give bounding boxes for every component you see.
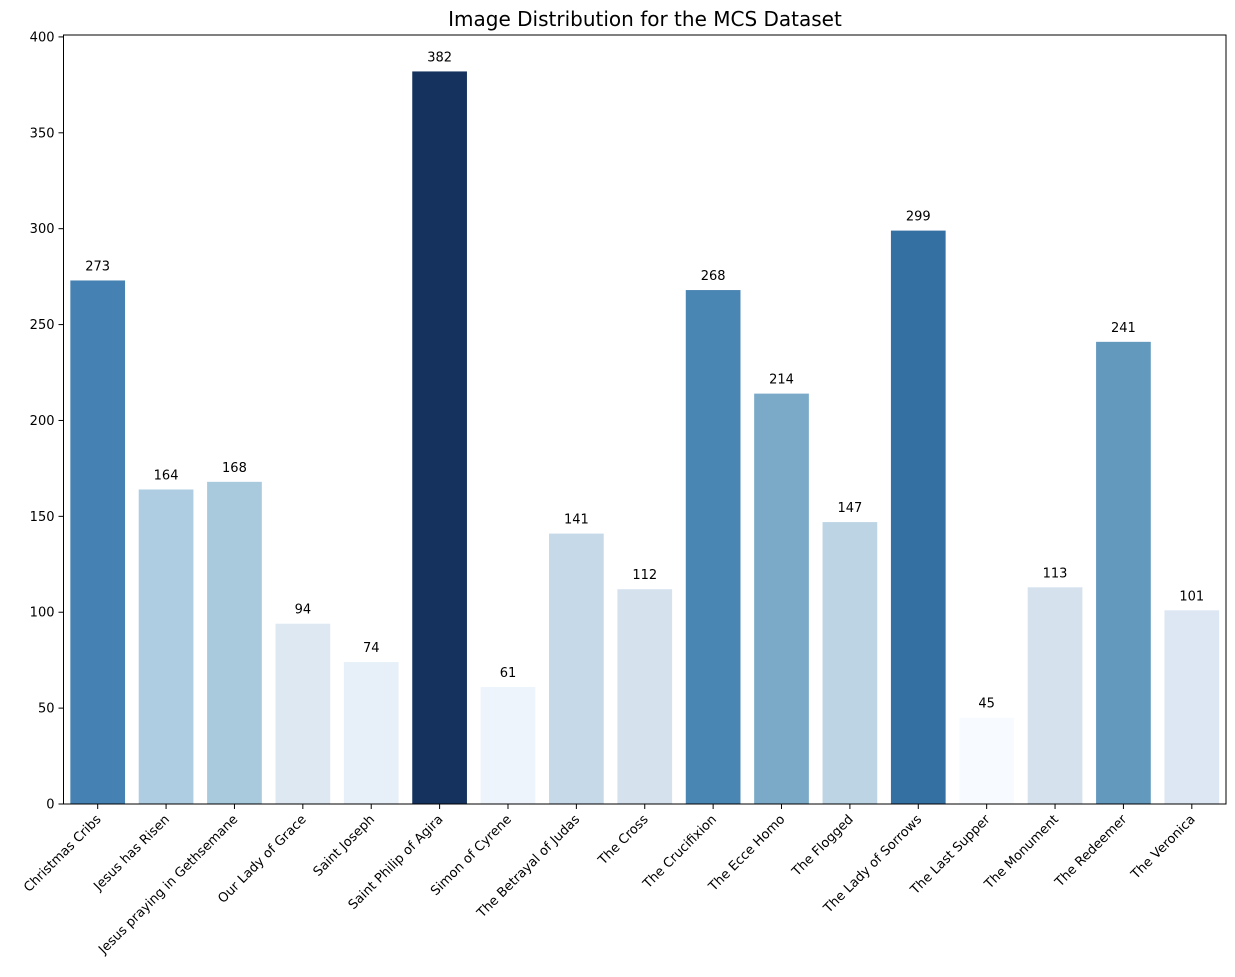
bar (412, 71, 467, 805)
bars-group (70, 71, 1220, 805)
bar-value-label: 113 (1043, 566, 1068, 581)
y-tick-label: 250 (30, 318, 55, 333)
y-tick-label: 400 (30, 30, 55, 45)
bar-value-label: 241 (1111, 321, 1136, 336)
y-tick-label: 50 (38, 702, 55, 717)
bar (1027, 587, 1083, 804)
y-tick-label: 150 (30, 510, 55, 525)
bar (617, 589, 673, 804)
x-tick-label: The Flogged (789, 812, 857, 880)
bar-value-label: 147 (837, 501, 862, 516)
x-tick-label: The Crucifixion (640, 812, 720, 892)
y-axis: 0 50 100 150 200 250 300 350 400 (30, 30, 64, 813)
bar (1096, 341, 1151, 804)
bar (343, 662, 399, 804)
bar-value-label: 214 (769, 373, 794, 388)
bar (549, 533, 604, 804)
bar-value-label: 94 (295, 603, 312, 618)
bar-value-label: 382 (427, 50, 452, 65)
bar-value-label: 101 (1179, 589, 1204, 604)
plot-frame (63, 34, 1227, 805)
y-tick-label: 350 (30, 126, 55, 141)
bar (1164, 610, 1220, 804)
x-tick-label: Jesus praying in Gethsemane (95, 812, 241, 958)
y-tick-label: 100 (30, 606, 55, 621)
bar (754, 393, 809, 804)
bar (275, 623, 331, 804)
bar (138, 489, 194, 804)
y-tick-label: 200 (30, 414, 55, 429)
chart-title: Image Distribution for the MCS Dataset (448, 7, 842, 31)
data-labels-group: 273 164 168 94 74 382 61 141 112 268 214 147 299 45 11… (85, 50, 1204, 711)
bar-value-label: 273 (85, 259, 110, 274)
bar (959, 717, 1015, 804)
bar-value-label: 299 (906, 210, 931, 225)
bar (207, 481, 262, 804)
bar-value-label: 268 (701, 269, 726, 284)
bar (822, 522, 878, 804)
y-tick-label: 300 (30, 222, 55, 237)
x-tick-label: The Veronica (1128, 812, 1199, 883)
x-tick-label: The Monument (981, 812, 1062, 893)
bar (685, 290, 741, 804)
x-tick-label: The Redeemer (1052, 812, 1131, 891)
bar-value-label: 45 (978, 697, 995, 712)
bar (890, 230, 946, 805)
bar (70, 280, 126, 805)
bar-value-label: 168 (222, 461, 247, 476)
bar-value-label: 61 (500, 666, 517, 681)
y-tick-label: 0 (46, 798, 54, 813)
bar-value-label: 141 (564, 513, 589, 528)
x-tick-label: Saint Joseph (311, 812, 378, 879)
x-tick-label: The Cross (595, 812, 652, 869)
bar-value-label: 112 (632, 568, 657, 583)
bar-value-label: 74 (363, 641, 380, 656)
bar (480, 687, 536, 804)
bar-value-label: 164 (154, 468, 179, 483)
